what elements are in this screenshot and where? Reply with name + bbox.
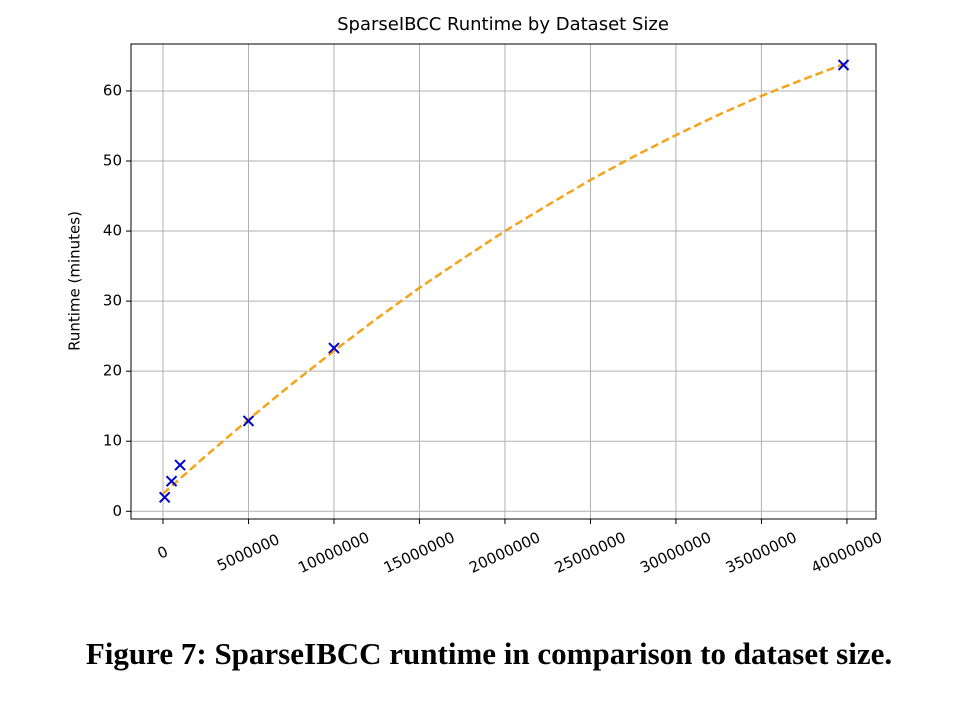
- y-tick-label: 0: [112, 502, 122, 520]
- x-tick-label: 25000000: [552, 528, 629, 577]
- data-point: [165, 475, 178, 487]
- fit-line: [162, 61, 848, 495]
- y-axis-label: Runtime (minutes): [66, 211, 84, 351]
- data-point: [158, 491, 171, 503]
- x-tick-label: 40000000: [808, 528, 885, 577]
- x-tick-label: 30000000: [637, 528, 714, 577]
- x-tick-label: 10000000: [295, 528, 372, 577]
- x-tick-label: 35000000: [723, 528, 800, 577]
- data-point: [242, 415, 255, 427]
- y-tick-label: 30: [103, 292, 122, 310]
- y-tick-label: 20: [103, 362, 122, 380]
- y-tick-label: 40: [103, 222, 122, 240]
- plot-frame: [130, 43, 877, 520]
- data-point: [328, 342, 340, 354]
- data-point: [837, 59, 850, 71]
- x-tick-label: 0: [155, 542, 171, 562]
- figure-caption: Figure 7: SparseIBCC runtime in comparis…: [86, 636, 892, 671]
- x-tick-label: 5000000: [214, 530, 282, 575]
- y-tick-label: 50: [103, 151, 122, 169]
- y-tick-label: 10: [103, 432, 122, 450]
- chart-title: SparseIBCC Runtime by Dataset Size: [337, 14, 669, 35]
- x-tick-label: 20000000: [466, 528, 543, 577]
- x-tick-label: 15000000: [381, 528, 458, 577]
- y-tick-label: 60: [103, 81, 122, 99]
- data-point: [174, 459, 186, 471]
